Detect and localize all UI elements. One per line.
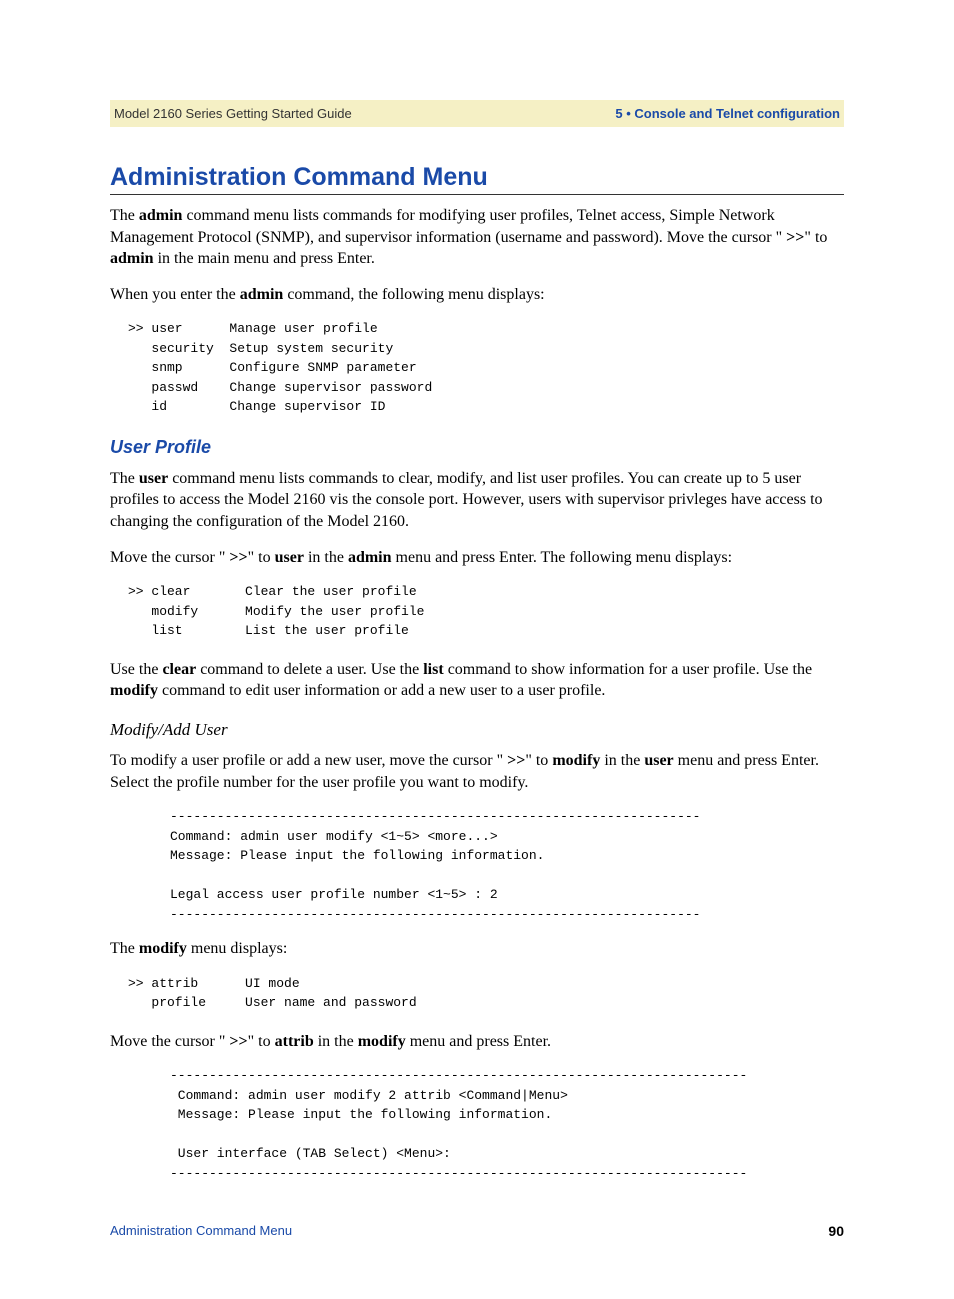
footer-section-title: Administration Command Menu bbox=[110, 1223, 292, 1239]
bold: attrib bbox=[275, 1033, 314, 1050]
text: To modify a user profile or add a new us… bbox=[110, 752, 507, 769]
header-left-text: Model 2160 Series Getting Started Guide bbox=[114, 106, 352, 121]
text: " to bbox=[248, 549, 275, 566]
bold: modify bbox=[358, 1033, 406, 1050]
user-profile-paragraph-3: Use the clear command to delete a user. … bbox=[110, 659, 844, 702]
code-attrib-prompt: ----------------------------------------… bbox=[170, 1066, 844, 1183]
bold: user bbox=[644, 752, 673, 769]
bold: >> bbox=[229, 549, 247, 566]
bold: admin bbox=[240, 286, 284, 303]
modify-paragraph-3: Move the cursor " >>" to attrib in the m… bbox=[110, 1031, 844, 1053]
text: Use the bbox=[110, 661, 162, 678]
text: command menu lists commands to clear, mo… bbox=[110, 470, 823, 530]
text: menu and press Enter. bbox=[406, 1033, 551, 1050]
text: command, the following menu displays: bbox=[283, 286, 544, 303]
modify-paragraph-1: To modify a user profile or add a new us… bbox=[110, 750, 844, 793]
bold: >> bbox=[786, 229, 804, 246]
text: in the bbox=[304, 549, 348, 566]
bold: list bbox=[423, 661, 443, 678]
heading-user-profile: User Profile bbox=[110, 437, 844, 458]
heading-modify-add-user: Modify/Add User bbox=[110, 720, 844, 740]
document-page: Model 2160 Series Getting Started Guide … bbox=[0, 0, 954, 1299]
bold: modify bbox=[110, 682, 158, 699]
text: in the bbox=[314, 1033, 358, 1050]
bold: admin bbox=[139, 207, 183, 224]
text: " to bbox=[804, 229, 827, 246]
header-right-text: 5 • Console and Telnet configuration bbox=[615, 106, 840, 121]
text: The bbox=[110, 470, 139, 487]
bold: admin bbox=[110, 250, 154, 267]
text: command menu lists commands for modifyin… bbox=[110, 207, 786, 246]
text: menu and press Enter. The following menu… bbox=[392, 549, 733, 566]
text: command to show information for a user p… bbox=[444, 661, 812, 678]
modify-paragraph-2: The modify menu displays: bbox=[110, 938, 844, 960]
bold: >> bbox=[507, 752, 525, 769]
intro-paragraph-1: The admin command menu lists commands fo… bbox=[110, 205, 844, 270]
bold: clear bbox=[162, 661, 196, 678]
text: command to delete a user. Use the bbox=[196, 661, 423, 678]
code-modify-prompt: ----------------------------------------… bbox=[170, 807, 844, 924]
text: in the main menu and press Enter. bbox=[154, 250, 375, 267]
text: The bbox=[110, 207, 139, 224]
text: " to bbox=[248, 1033, 275, 1050]
user-profile-paragraph-2: Move the cursor " >>" to user in the adm… bbox=[110, 547, 844, 569]
bold: user bbox=[275, 549, 304, 566]
bold: >> bbox=[229, 1033, 247, 1050]
text: in the bbox=[600, 752, 644, 769]
text: The bbox=[110, 940, 139, 957]
text: Move the cursor " bbox=[110, 1033, 229, 1050]
user-profile-paragraph-1: The user command menu lists commands to … bbox=[110, 468, 844, 533]
intro-paragraph-2: When you enter the admin command, the fo… bbox=[110, 284, 844, 306]
text: Move the cursor " bbox=[110, 549, 229, 566]
code-user-menu: >> clear Clear the user profile modify M… bbox=[128, 582, 844, 641]
text: " to bbox=[525, 752, 552, 769]
heading-1: Administration Command Menu bbox=[110, 163, 844, 195]
bold: modify bbox=[139, 940, 187, 957]
bold: modify bbox=[552, 752, 600, 769]
text: menu displays: bbox=[187, 940, 287, 957]
footer-page-number: 90 bbox=[828, 1223, 844, 1239]
bold: user bbox=[139, 470, 168, 487]
code-admin-menu: >> user Manage user profile security Set… bbox=[128, 319, 844, 417]
header-band: Model 2160 Series Getting Started Guide … bbox=[110, 100, 844, 127]
footer: Administration Command Menu 90 bbox=[110, 1223, 844, 1239]
code-modify-menu: >> attrib UI mode profile User name and … bbox=[128, 974, 844, 1013]
bold: admin bbox=[348, 549, 392, 566]
text: When you enter the bbox=[110, 286, 240, 303]
text: command to edit user information or add … bbox=[158, 682, 605, 699]
